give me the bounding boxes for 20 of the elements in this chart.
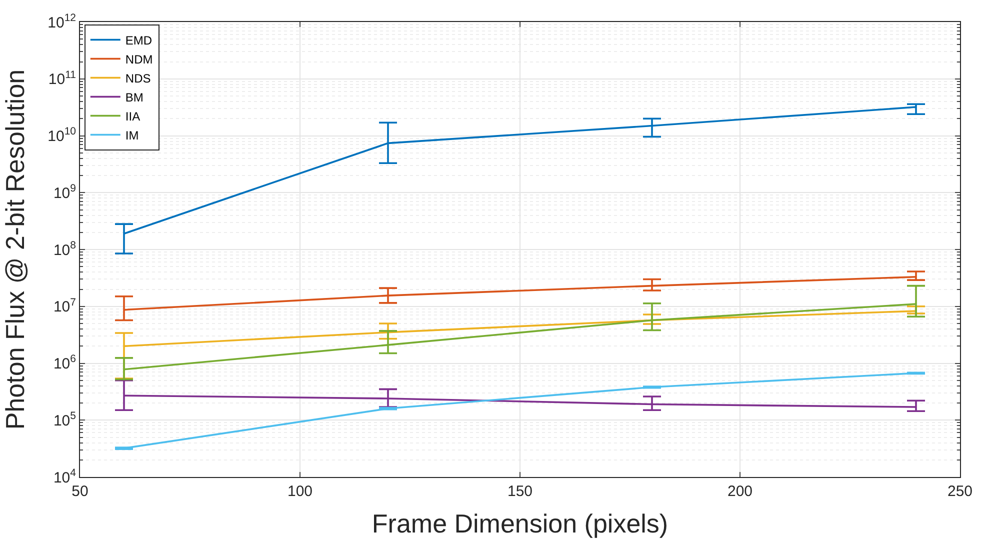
- x-axis-title: Frame Dimension (pixels): [372, 508, 668, 539]
- legend-label: NDS: [125, 71, 151, 86]
- y-tick-label: 10$^{8}$: [53, 239, 76, 259]
- y-tick-label: 10$^{7}$: [53, 296, 76, 316]
- x-tick-label: 250: [947, 483, 973, 500]
- legend-label: NDM: [125, 52, 153, 66]
- legend-label: IM: [125, 128, 139, 142]
- y-tick-label: 10$^{12}$: [48, 12, 76, 32]
- x-tick-label: 150: [507, 483, 533, 500]
- y-axis-title: Photon Flux @ 2-bit Resolution: [0, 69, 30, 430]
- y-tick-label: 10$^{10}$: [48, 126, 76, 145]
- y-tick-label: 10$^{9}$: [53, 182, 76, 202]
- y-tick-label: 10$^{5}$: [53, 410, 76, 430]
- x-tick-label: 200: [727, 483, 753, 500]
- y-tick-label: 10$^{6}$: [53, 353, 76, 372]
- y-tick-label: 10$^{11}$: [48, 68, 76, 88]
- legend-label: IIA: [125, 109, 140, 124]
- legend-label: BM: [125, 90, 144, 104]
- legend-label: EMD: [125, 33, 152, 48]
- x-tick-label: 100: [287, 483, 313, 500]
